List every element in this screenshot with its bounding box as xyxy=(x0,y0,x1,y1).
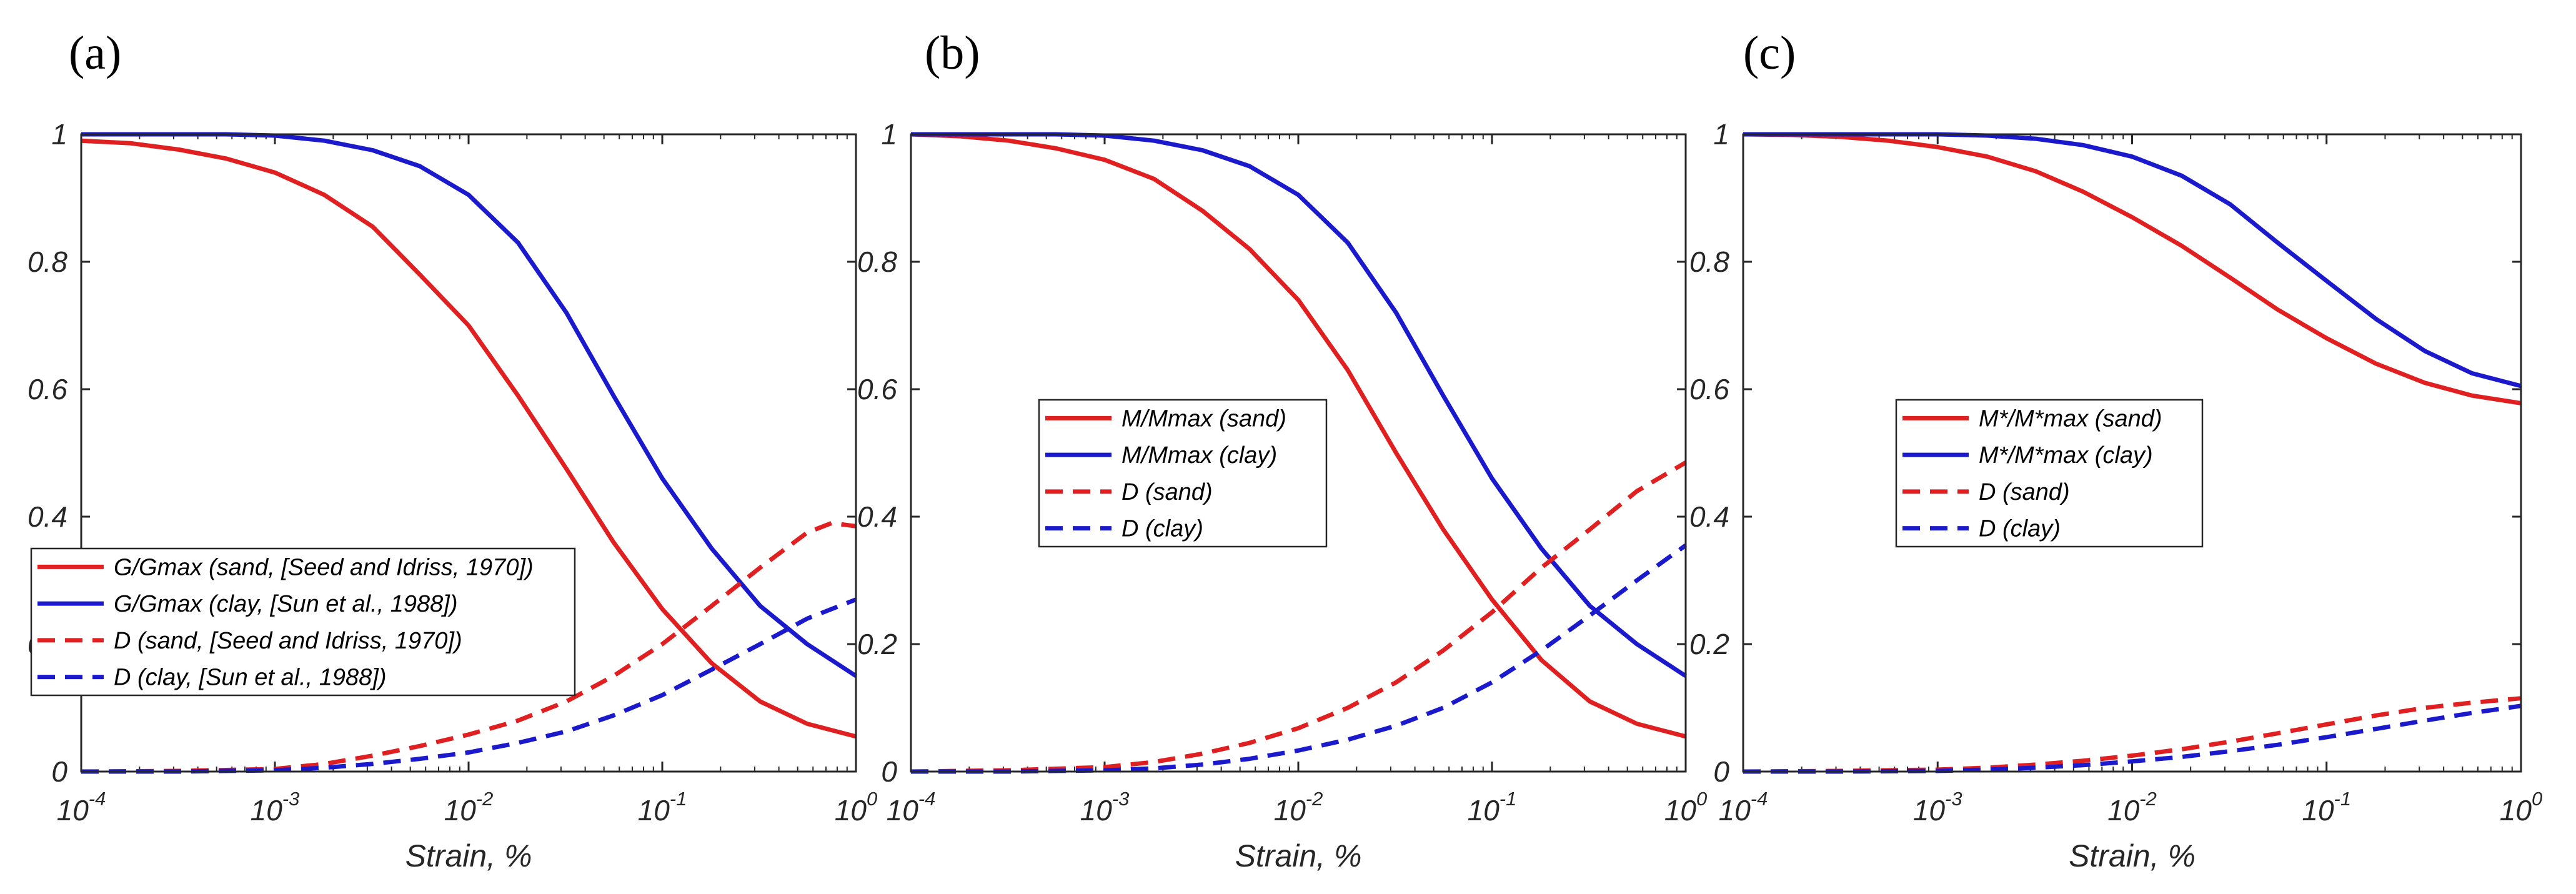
panel-3-ytick-label: 0.4 xyxy=(1689,500,1729,533)
panel-3: (c) 0 0.2 0.4 0.6 0.8 1 10-4 10-3 10-2 10-1 100 Stra… xyxy=(1689,27,2542,873)
panel-1-legend-label-1: G/Gmax (sand, [Seed and Idriss, 1970]) xyxy=(114,554,534,580)
panel-2-ytick-label: 0.6 xyxy=(857,373,897,405)
panel-1-axes-frame xyxy=(80,133,857,773)
panel-3-series-3-line xyxy=(1743,696,2522,774)
panel-3-xtick-label: 10-1 xyxy=(2302,788,2351,827)
panel-3-ytick-label: 0 xyxy=(1713,755,1729,788)
panel-1-legend-label-2: G/Gmax (clay, [Sun et al., 1988]) xyxy=(114,591,458,617)
panel-3-label: (c) xyxy=(1743,27,1796,79)
panel-2-legend xyxy=(1038,399,1328,548)
panel-3-ytick-label: 0.6 xyxy=(1689,373,1729,405)
panel-3-axes-frame xyxy=(1742,133,2522,773)
panel-1-xtick-label: 10-4 xyxy=(57,788,106,827)
panel-1: (a)00.20.40.60.8110-410-310-210-1100Stra… xyxy=(27,27,877,873)
panel-2-series-4-line xyxy=(911,544,1688,774)
panel-3-series-4-line xyxy=(1743,703,2522,774)
panel-3-xtick-label: 100 xyxy=(2500,788,2542,827)
panel-3-legend-label-2: M*/M*max (clay) xyxy=(1979,442,2153,469)
panel-3-ytick-label: 0.2 xyxy=(1689,628,1729,660)
panel-2-ytick-label: 0 xyxy=(881,755,897,788)
panel-3-ytick-label: 1 xyxy=(1713,118,1729,151)
panel-1-ytick-label: 0 xyxy=(51,755,67,788)
panel-1-ytick-label: 1 xyxy=(51,118,67,151)
panel-3-xtick-label: 10-4 xyxy=(1719,788,1768,827)
panel-1-ytick-label: 0.8 xyxy=(27,246,67,278)
panel-3-legend xyxy=(1895,399,2204,548)
panel-2-xtick-label: 100 xyxy=(1664,788,1707,827)
panel-1-series-1-line xyxy=(81,138,857,739)
panel-1-xtick-label: 10-2 xyxy=(444,788,494,827)
panel-1-xtick-label: 10-1 xyxy=(638,788,687,827)
panel-1-legend-label-4: D (clay, [Sun et al., 1988]) xyxy=(114,665,387,691)
panel-3-series-1-line xyxy=(1743,132,2522,405)
panel-2-legend-label-4: D (clay) xyxy=(1121,516,1203,542)
panel-2-legend-label-3: D (sand) xyxy=(1121,479,1213,505)
panel-1-xlabel: Strain, % xyxy=(405,838,532,873)
panel-2-legend-label-1: M/Mmax (sand) xyxy=(1121,405,1286,432)
panel-2-ytick-label: 0.8 xyxy=(857,246,897,278)
panel-2-axes-frame xyxy=(910,133,1687,773)
panel-3-xtick-label: 10-3 xyxy=(1913,788,1962,827)
panel-3-legend-label-4: D (clay) xyxy=(1979,516,2061,542)
panel-2-ytick-label: 0.2 xyxy=(857,628,897,660)
panel-2: (b) 0 0.2 0.4 0.6 0.8 1 10-4 10-3 10-2 10-1 100 Stra… xyxy=(857,27,1707,873)
panel-3-xtick-label: 10-2 xyxy=(2107,788,2157,827)
panel-2-xlabel: Strain, % xyxy=(1235,838,1362,873)
panel-1-series-3-line xyxy=(81,520,857,774)
panel-3-ytick-label: 0.8 xyxy=(1689,246,1729,278)
panel-2-xtick-label: 10-4 xyxy=(887,788,936,827)
panel-3-legend-label-1: M*/M*max (sand) xyxy=(1979,405,2162,432)
panel-1-xtick-label: 100 xyxy=(835,788,877,827)
panel-2-ytick-label: 1 xyxy=(881,118,897,151)
panel-1-label: (a) xyxy=(69,27,121,79)
panel-1-legend-label-3: D (sand, [Seed and Idriss, 1970]) xyxy=(114,628,462,654)
panel-2-ytick-label: 0.4 xyxy=(857,500,897,533)
panel-3-xlabel: Strain, % xyxy=(2069,838,2196,873)
panel-2-xtick-label: 10-1 xyxy=(1468,788,1517,827)
panel-2-label: (b) xyxy=(925,27,980,79)
panel-1-ytick-label: 0.4 xyxy=(27,500,67,533)
panel-2-series-3-line xyxy=(910,460,1687,774)
panel-2-xtick-label: 10-3 xyxy=(1080,788,1130,827)
panel-1-legend xyxy=(30,547,576,697)
panel-2-xtick-label: 10-2 xyxy=(1274,788,1323,827)
panel-3-legend-label-3: D (sand) xyxy=(1979,479,2070,505)
panel-2-series-1-line xyxy=(910,132,1686,739)
panel-1-ytick-label: 0.6 xyxy=(27,373,67,405)
panel-2-legend-label-2: M/Mmax (clay) xyxy=(1121,442,1277,469)
panel-1-xtick-label: 10-3 xyxy=(251,788,300,827)
